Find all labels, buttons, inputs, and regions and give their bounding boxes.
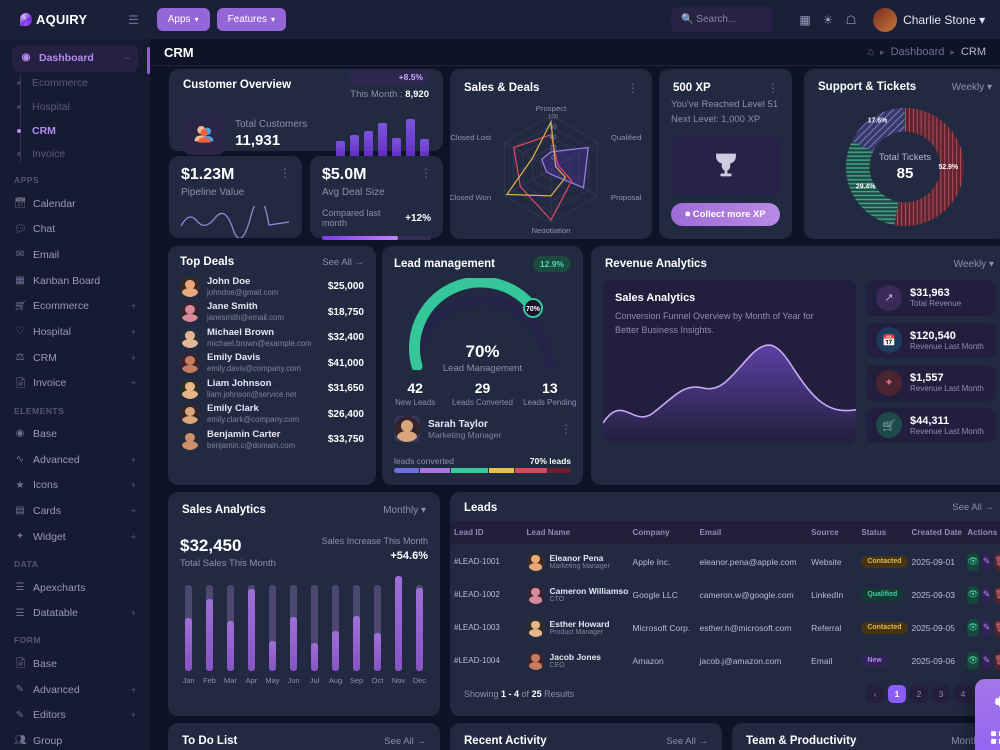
svg-text:Proposal: Proposal: [611, 193, 642, 202]
svg-text:100: 100: [548, 113, 559, 120]
svg-text:80: 80: [550, 124, 557, 131]
svg-text:29.4%: 29.4%: [856, 184, 876, 191]
svg-text:Prospect: Prospect: [536, 105, 567, 113]
svg-text:40: 40: [550, 134, 557, 141]
svg-text:20: 20: [550, 144, 557, 151]
svg-text:Qualified: Qualified: [611, 133, 642, 142]
svg-text:70%: 70%: [525, 306, 540, 313]
svg-text:Closed Won: Closed Won: [450, 193, 491, 202]
svg-text:0: 0: [551, 155, 555, 162]
svg-text:52.9%: 52.9%: [939, 164, 959, 171]
svg-text:17.6%: 17.6%: [868, 118, 888, 125]
svg-text:Closed Lost: Closed Lost: [450, 133, 492, 142]
svg-text:Negotiation: Negotiation: [531, 226, 570, 233]
